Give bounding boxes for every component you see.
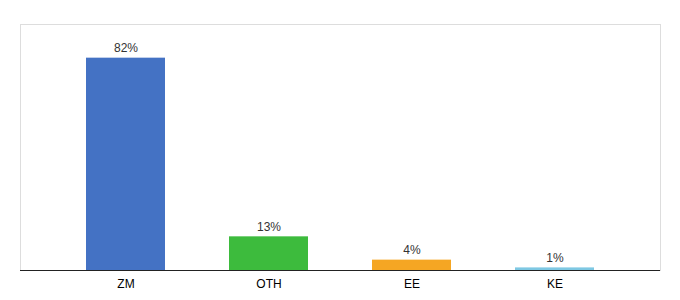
- svg-text:ZM: ZM: [117, 277, 134, 291]
- svg-text:OTH: OTH: [256, 277, 281, 291]
- svg-text:EE: EE: [404, 277, 420, 291]
- svg-text:1%: 1%: [546, 251, 564, 265]
- svg-text:KE: KE: [547, 277, 563, 291]
- svg-text:13%: 13%: [257, 220, 281, 234]
- svg-text:82%: 82%: [114, 41, 138, 55]
- svg-text:4%: 4%: [403, 243, 421, 257]
